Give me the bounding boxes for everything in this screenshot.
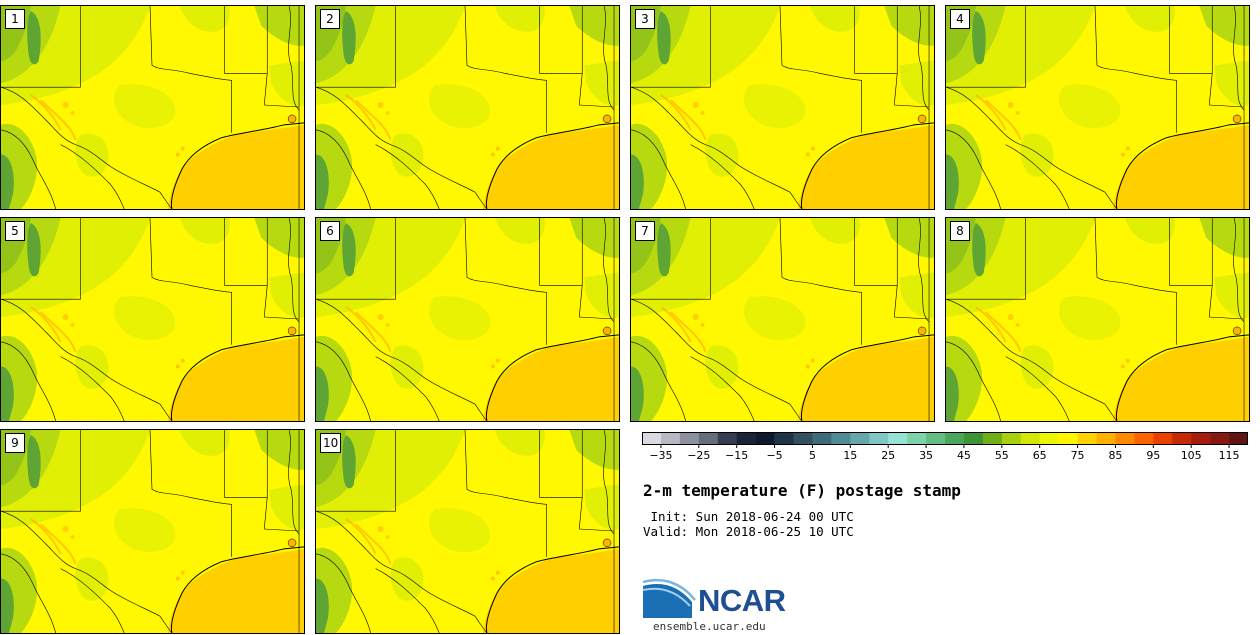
colorbar-swatch [1134, 432, 1154, 445]
colorbar-tick-label: 15 [843, 449, 857, 462]
colorbar-tick-label: 105 [1181, 449, 1202, 462]
plot-title: 2-m temperature (F) postage stamp [643, 481, 961, 500]
colorbar-tick-label: 35 [919, 449, 933, 462]
colorbar-swatch [850, 432, 870, 445]
colorbar-swatch [963, 432, 984, 445]
member-number-label: 3 [635, 9, 655, 29]
colorbar-swatch [660, 432, 681, 445]
colorbar-swatch [812, 432, 832, 445]
member-number-label: 2 [320, 9, 340, 29]
ensemble-member-map: 3 [630, 5, 935, 210]
member-number-label: 10 [320, 433, 342, 453]
colorbar-swatch [1039, 432, 1059, 445]
colorbar-swatch [1210, 432, 1230, 445]
colorbar-swatch [642, 432, 662, 445]
colorbar-tick-label: 95 [1146, 449, 1160, 462]
ensemble-member-map: 2 [315, 5, 620, 210]
valid-time: Valid: Mon 2018-06-25 10 UTC [643, 524, 854, 539]
colorbar-frame [642, 432, 1248, 445]
ensemble-member-map: 7 [630, 217, 935, 422]
colorbar-swatch [1096, 432, 1116, 445]
colorbar-swatch [1172, 432, 1192, 445]
colorbar-tick-label: 25 [881, 449, 895, 462]
colorbar-tick-label: −35 [649, 449, 672, 462]
colorbar-tick-label: 45 [957, 449, 971, 462]
ncar-logo-icon [642, 578, 696, 618]
member-number-label: 7 [635, 221, 655, 241]
colorbar-tick-label: −25 [687, 449, 710, 462]
colorbar-swatch [831, 432, 851, 445]
colorbar-tick-label: 5 [809, 449, 816, 462]
colorbar-tick-label: 75 [1071, 449, 1085, 462]
member-number-label: 9 [5, 433, 25, 453]
ensemble-member-map: 1 [0, 5, 305, 210]
colorbar-swatch [679, 432, 700, 445]
colorbar-swatch [793, 432, 813, 445]
temperature-colorbar: −35 −25 −15 −5 5 15 25 35 45 55 65 75 85 95 105 115 [642, 432, 1248, 462]
colorbar-swatch [1001, 432, 1022, 445]
colorbar-swatch [736, 432, 756, 445]
member-number-label: 4 [950, 9, 970, 29]
member-number-label: 8 [950, 221, 970, 241]
ensemble-member-map: 4 [945, 5, 1250, 210]
member-number-label: 5 [5, 221, 25, 241]
colorbar-swatch [698, 432, 719, 445]
ensemble-member-map: 5 [0, 217, 305, 422]
ensemble-member-map: 9 [0, 429, 305, 634]
colorbar-swatch [1115, 432, 1135, 445]
colorbar-tick-label: −15 [725, 449, 748, 462]
ncar-url: ensemble.ucar.edu [653, 620, 766, 633]
init-time: Init: Sun 2018-06-24 00 UTC [643, 509, 854, 524]
colorbar-tick-label: −5 [766, 449, 782, 462]
colorbar-swatch [945, 432, 965, 445]
colorbar-tick-label: 115 [1219, 449, 1240, 462]
member-number-label: 1 [5, 9, 25, 29]
colorbar-swatch [1058, 432, 1078, 445]
colorbar-swatch [1191, 432, 1211, 445]
colorbar-swatch [1077, 432, 1097, 445]
colorbar-swatch [755, 432, 775, 445]
colorbar-tick-label: 55 [995, 449, 1009, 462]
ensemble-member-map: 8 [945, 217, 1250, 422]
colorbar-tick-label: 85 [1108, 449, 1122, 462]
colorbar-swatch [982, 432, 1003, 445]
colorbar-swatch [907, 432, 927, 445]
ensemble-member-map: 10 [315, 429, 620, 634]
ensemble-member-map: 6 [315, 217, 620, 422]
colorbar-swatch [926, 432, 946, 445]
colorbar-swatch [888, 432, 908, 445]
member-number-label: 6 [320, 221, 340, 241]
ncar-logo-text: NCAR [698, 583, 786, 618]
colorbar-swatch [1153, 432, 1173, 445]
colorbar-swatch [717, 432, 737, 445]
colorbar-swatch [774, 432, 794, 445]
colorbar-swatch [1229, 432, 1248, 445]
colorbar-swatch [1020, 432, 1040, 445]
colorbar-swatch [869, 432, 889, 445]
colorbar-tick-label: 65 [1033, 449, 1047, 462]
